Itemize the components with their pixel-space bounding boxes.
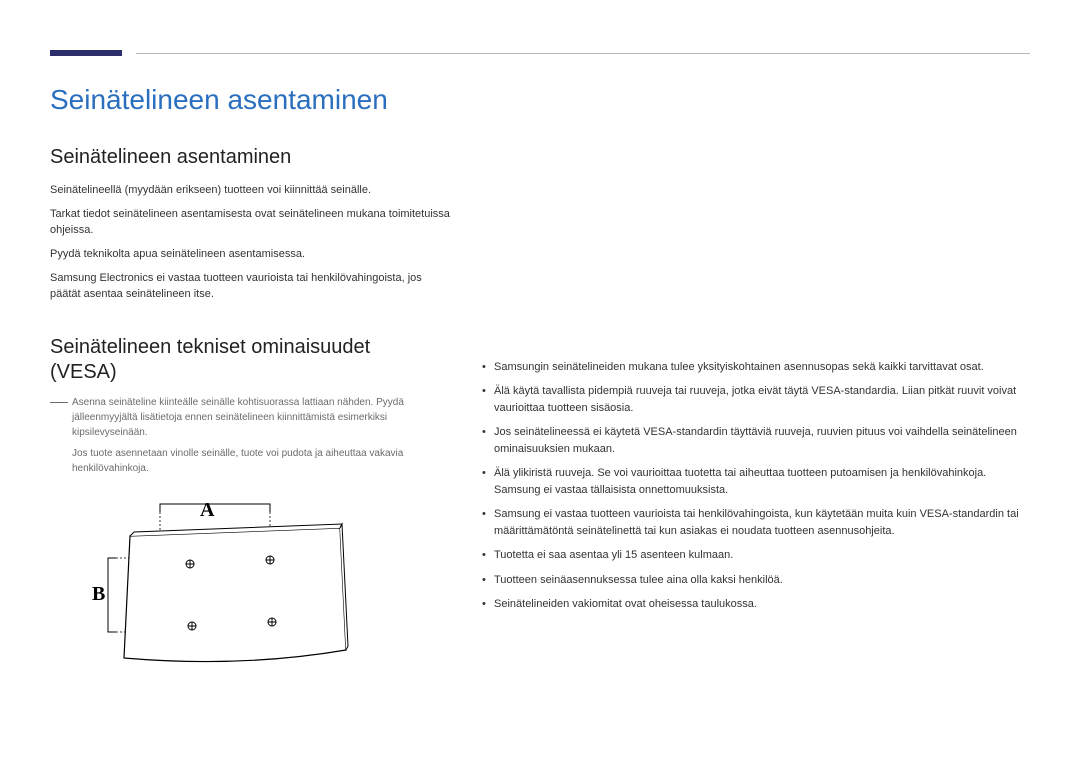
install-p2: Tarkat tiedot seinätelineen asentamisest… [50,207,450,239]
diagram-label-a: A [200,499,215,521]
header-line [136,53,1030,54]
install-p4: Samsung Electronics ei vastaa tuotteen v… [50,271,450,303]
bullet-item: Seinätelineiden vakiomitat ovat oheisess… [480,596,1030,613]
diagram-label-b: B [92,583,105,605]
vesa-note-p1: Asenna seinäteline kiinteälle seinälle k… [72,395,440,440]
install-section: Seinätelineen asentaminen Seinätelineell… [50,146,1030,303]
install-p1: Seinätelineellä (myydään erikseen) tuott… [50,183,450,199]
bullet-item: Samsungin seinätelineiden mukana tulee y… [480,359,1030,376]
install-heading: Seinätelineen asentaminen [50,146,1030,169]
bullet-item: Tuotteen seinäasennuksessa tulee aina ol… [480,572,1030,589]
bullet-item: Älä käytä tavallista pidempiä ruuveja ta… [480,383,1030,416]
mount-diagram-svg: A B [90,492,390,692]
vesa-heading: Seinätelineen tekniset ominaisuudet (VES… [50,335,440,385]
install-p3: Pyydä teknikolta apua seinätelineen asen… [50,247,450,263]
bullet-item: Älä ylikiristä ruuveja. Se voi vaurioitt… [480,465,1030,498]
bullet-item: Jos seinätelineessä ei käytetä VESA-stan… [480,424,1030,457]
vesa-bullet-list: Samsungin seinätelineiden mukana tulee y… [480,359,1030,613]
bullet-item: Samsung ei vastaa tuotteen vaurioista ta… [480,506,1030,539]
vesa-diagram: A B [90,492,440,697]
page-title: Seinätelineen asentaminen [50,84,1030,116]
vesa-note: Asenna seinäteline kiinteälle seinälle k… [50,395,440,482]
accent-block [50,50,122,56]
note-dash-icon [50,402,68,482]
bullet-item: Tuotetta ei saa asentaa yli 15 asenteen … [480,547,1030,564]
vesa-note-p2: Jos tuote asennetaan vinolle seinälle, t… [72,446,440,476]
header-rule [50,50,1030,56]
